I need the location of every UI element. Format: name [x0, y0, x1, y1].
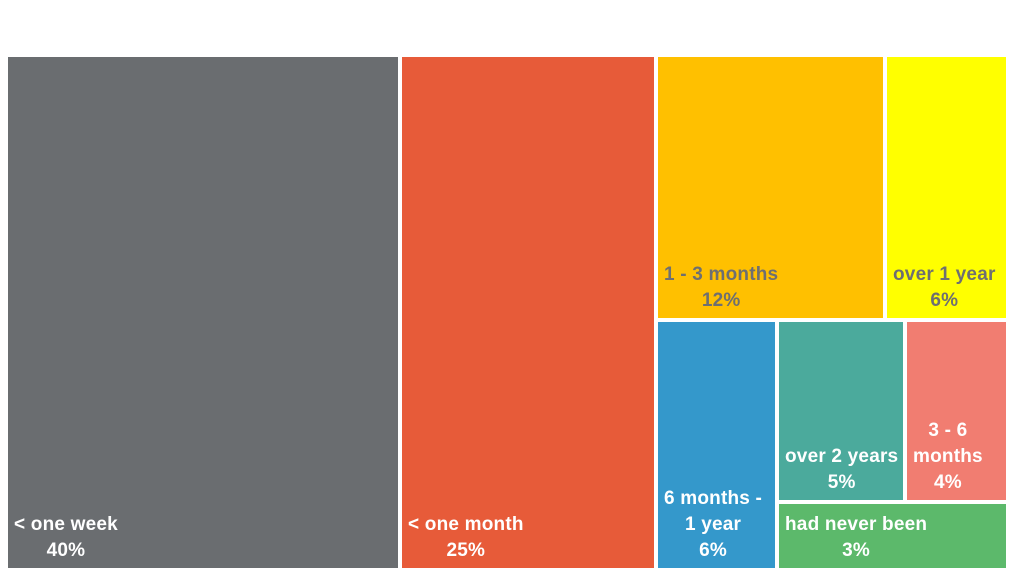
treemap-tile-over-1-year[interactable]: over 1 year 6% [887, 57, 1006, 318]
tile-label: < one month 25% [408, 512, 524, 564]
treemap-tile-over-2-years[interactable]: over 2 years 5% [779, 322, 903, 500]
tile-value: 6% [699, 540, 727, 561]
tile-category: < one week [14, 514, 118, 535]
tile-label: 1 - 3 months 12% [664, 262, 778, 314]
tile-label: over 2 years 5% [785, 444, 898, 496]
tile-category: over 2 years [785, 446, 899, 467]
treemap-tile-3-6-months[interactable]: 3 - 6 months 4% [907, 322, 1006, 500]
tile-category: 6 months - [664, 488, 763, 509]
tile-value: 6% [930, 290, 959, 311]
tile-value: 12% [701, 290, 741, 311]
tile-value: 3% [842, 540, 871, 561]
tile-value: 4% [933, 472, 962, 493]
tile-label: 3 - 6 months 4% [913, 418, 983, 496]
tile-category: over 1 year [893, 264, 996, 285]
tile-category: 1 - 3 months [664, 264, 779, 285]
tile-category-line2: months [913, 446, 983, 467]
tile-value: 25% [446, 540, 486, 561]
tile-category: < one month [408, 514, 524, 535]
tile-category: 3 - 6 [928, 420, 968, 441]
treemap-tile-1-3-months[interactable]: 1 - 3 months 12% [658, 57, 883, 318]
treemap-tile-one-month[interactable]: < one month 25% [402, 57, 654, 568]
tile-label: had never been 3% [785, 512, 927, 564]
tile-label: < one week 40% [14, 512, 118, 564]
tile-value: 5% [827, 472, 856, 493]
tile-label: over 1 year 6% [893, 262, 996, 314]
treemap-tile-one-week[interactable]: < one week 40% [8, 57, 398, 568]
tile-category-line2: 1 year [684, 514, 742, 535]
tile-value: 40% [46, 540, 86, 561]
treemap-tile-had-never-been[interactable]: had never been 3% [779, 504, 1006, 568]
tile-label: 6 months - 1 year 6% [664, 486, 762, 564]
treemap-tile-6-months-1-year[interactable]: 6 months - 1 year 6% [658, 322, 775, 568]
tile-category: had never been [785, 514, 928, 535]
